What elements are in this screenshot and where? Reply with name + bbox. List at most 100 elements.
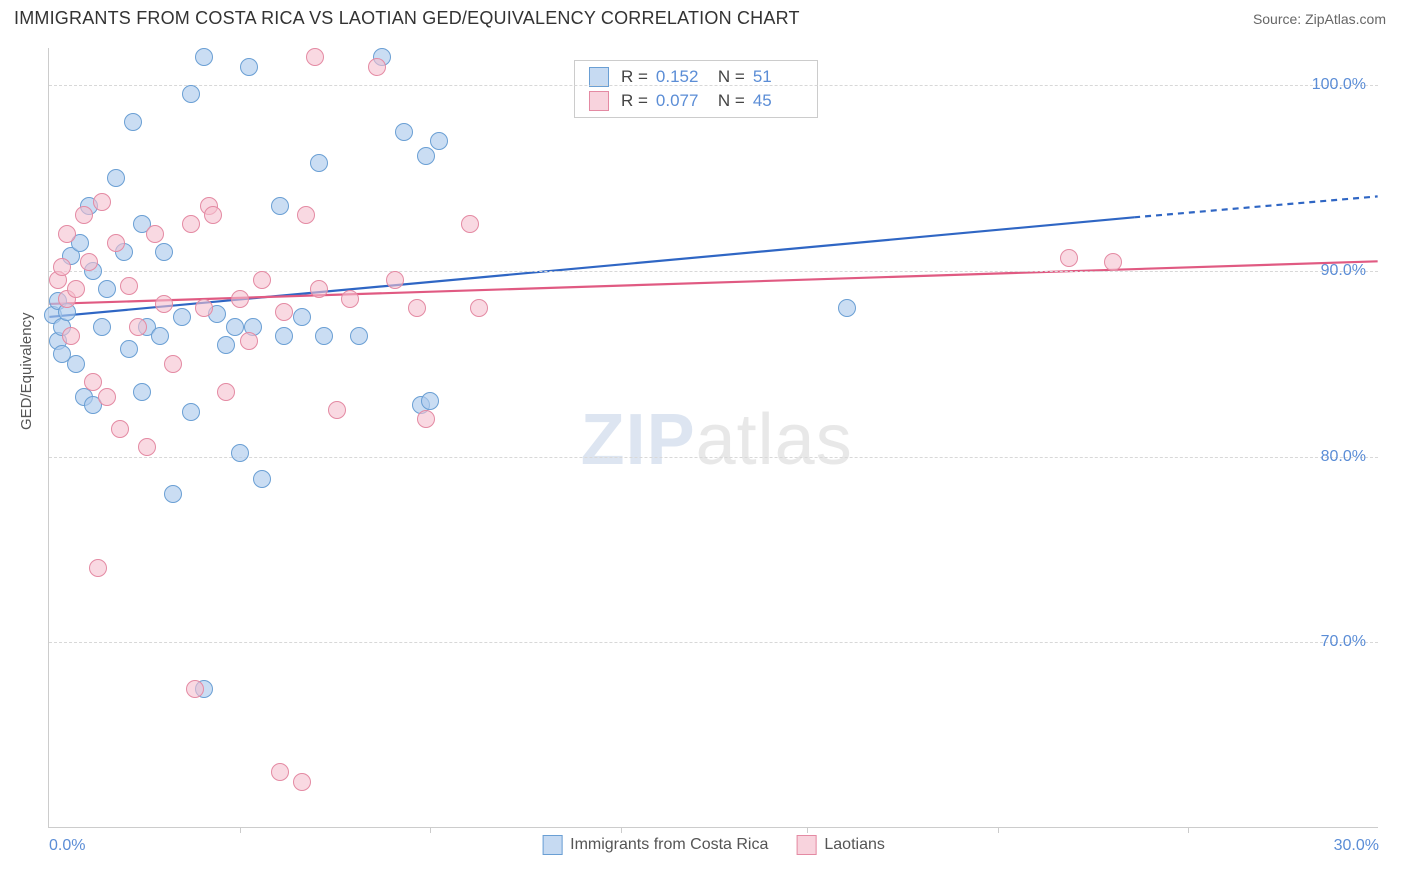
data-point (341, 290, 359, 308)
data-point (240, 332, 258, 350)
trend-lines (49, 48, 1378, 827)
data-point (395, 123, 413, 141)
gridline (49, 642, 1378, 643)
data-point (182, 403, 200, 421)
data-point (124, 113, 142, 131)
data-point (310, 154, 328, 172)
data-point (111, 420, 129, 438)
data-point (138, 438, 156, 456)
data-point (155, 243, 173, 261)
data-point (253, 271, 271, 289)
y-tick-label: 70.0% (1321, 633, 1366, 651)
legend-item: Laotians (796, 835, 885, 855)
data-point (182, 85, 200, 103)
data-point (417, 147, 435, 165)
series-legend: Immigrants from Costa Rica Laotians (542, 835, 885, 855)
chart-header: IMMIGRANTS FROM COSTA RICA VS LAOTIAN GE… (0, 0, 1406, 33)
y-tick-label: 90.0% (1321, 262, 1366, 280)
data-point (84, 373, 102, 391)
data-point (151, 327, 169, 345)
x-tick (621, 827, 622, 833)
data-point (271, 763, 289, 781)
x-tick (430, 827, 431, 833)
x-tick (240, 827, 241, 833)
data-point (107, 169, 125, 187)
data-point (164, 485, 182, 503)
data-point (461, 215, 479, 233)
data-point (231, 290, 249, 308)
data-point (93, 318, 111, 336)
legend-item: Immigrants from Costa Rica (542, 835, 768, 855)
data-point (240, 58, 258, 76)
stats-row: R =0.077 N =45 (575, 89, 817, 113)
data-point (129, 318, 147, 336)
y-axis-label: GED/Equivalency (18, 312, 35, 430)
chart-source: Source: ZipAtlas.com (1253, 11, 1386, 27)
data-point (1104, 253, 1122, 271)
data-point (67, 280, 85, 298)
data-point (120, 277, 138, 295)
data-point (217, 336, 235, 354)
data-point (470, 299, 488, 317)
data-point (271, 197, 289, 215)
data-point (98, 280, 116, 298)
data-point (80, 253, 98, 271)
data-point (195, 48, 213, 66)
x-tick-label: 30.0% (1334, 837, 1379, 855)
data-point (368, 58, 386, 76)
data-point (107, 234, 125, 252)
data-point (120, 340, 138, 358)
data-point (98, 388, 116, 406)
data-point (421, 392, 439, 410)
watermark: ZIPatlas (581, 399, 853, 481)
data-point (155, 295, 173, 313)
y-tick-label: 100.0% (1312, 76, 1366, 94)
data-point (53, 258, 71, 276)
data-point (58, 225, 76, 243)
data-point (62, 327, 80, 345)
gridline (49, 457, 1378, 458)
data-point (173, 308, 191, 326)
data-point (164, 355, 182, 373)
data-point (275, 303, 293, 321)
x-tick (998, 827, 999, 833)
y-tick-label: 80.0% (1321, 448, 1366, 466)
data-point (89, 559, 107, 577)
data-point (293, 773, 311, 791)
data-point (226, 318, 244, 336)
data-point (386, 271, 404, 289)
data-point (186, 680, 204, 698)
data-point (315, 327, 333, 345)
data-point (838, 299, 856, 317)
data-point (253, 470, 271, 488)
data-point (133, 383, 151, 401)
data-point (430, 132, 448, 150)
data-point (275, 327, 293, 345)
data-point (310, 280, 328, 298)
data-point (146, 225, 164, 243)
data-point (75, 206, 93, 224)
data-point (306, 48, 324, 66)
data-point (182, 215, 200, 233)
gridline (49, 85, 1378, 86)
data-point (350, 327, 368, 345)
stats-legend: R =0.152 N =51 R =0.077 N =45 (574, 60, 818, 118)
data-point (67, 355, 85, 373)
scatter-plot: ZIPatlas R =0.152 N =51 R =0.077 N =45 I… (48, 48, 1378, 828)
data-point (408, 299, 426, 317)
data-point (195, 299, 213, 317)
data-point (328, 401, 346, 419)
data-point (293, 308, 311, 326)
chart-title: IMMIGRANTS FROM COSTA RICA VS LAOTIAN GE… (14, 8, 800, 29)
gridline (49, 271, 1378, 272)
data-point (231, 444, 249, 462)
data-point (93, 193, 111, 211)
data-point (1060, 249, 1078, 267)
x-tick (1188, 827, 1189, 833)
data-point (417, 410, 435, 428)
data-point (204, 206, 222, 224)
data-point (217, 383, 235, 401)
data-point (297, 206, 315, 224)
x-tick (807, 827, 808, 833)
x-tick-label: 0.0% (49, 837, 85, 855)
